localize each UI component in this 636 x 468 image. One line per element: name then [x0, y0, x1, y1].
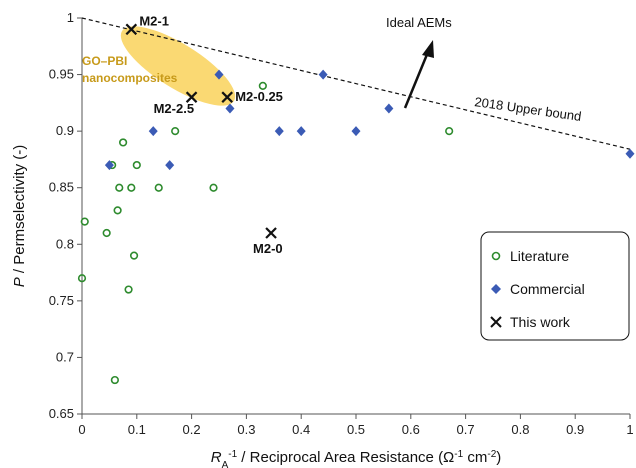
x-tick-group: 0 0.1 0.2 0.3 0.4 0.5 0.6 0.7 0.8 0.9 1 — [78, 414, 634, 437]
point-labels: M2-1 M2-2.5 M2-0.25 M2-0 — [139, 13, 283, 256]
literature-point — [102, 228, 111, 238]
commercial-point — [104, 160, 114, 171]
this-work-label: M2-0 — [253, 241, 283, 256]
y-tick-group: 0.65 0.7 0.75 0.8 0.85 0.9 0.95 1 — [49, 10, 82, 421]
y-axis-title: P / Permselectivity (-) — [11, 145, 28, 288]
this-work-label: M2-0.25 — [235, 89, 283, 104]
commercial-point — [214, 69, 224, 80]
legend-thiswork-label: This work — [510, 314, 571, 330]
ideal-arrow-head — [422, 40, 434, 58]
legend-box — [480, 231, 630, 341]
upper-bound-label: 2018 Upper bound — [474, 94, 583, 124]
commercial-point — [625, 148, 635, 159]
x-axis-title: RA-1 / Reciprocal Area Resistance (Ω-1 c… — [211, 449, 502, 468]
y-tick-label: 0.95 — [49, 67, 74, 82]
literature-point — [127, 183, 136, 192]
this-work-label: M2-1 — [139, 13, 169, 28]
literature-point — [154, 183, 163, 192]
literature-point — [209, 183, 218, 192]
go-pbi-region — [120, 26, 236, 106]
commercial-point — [225, 103, 235, 114]
y-tick-label: 0.7 — [56, 349, 74, 364]
literature-point — [258, 81, 267, 90]
x-tick-label: 0.4 — [292, 422, 310, 437]
literature-point — [80, 217, 89, 226]
x-tick-label: 0 — [78, 422, 85, 437]
x-tick-label: 0.8 — [511, 422, 529, 437]
commercial-point — [318, 69, 328, 80]
literature-point — [171, 127, 180, 136]
this-work-label: M2-2.5 — [154, 101, 194, 116]
literature-point — [118, 138, 128, 147]
commercial-point — [384, 103, 394, 114]
y-tick-label: 0.65 — [49, 406, 74, 421]
literature-point — [113, 206, 122, 215]
x-tick-label: 0.3 — [237, 422, 255, 437]
x-tick-label: 0.5 — [347, 422, 365, 437]
legend-commercial-label: Commercial — [510, 281, 585, 297]
ideal-arrow-shaft — [403, 51, 430, 109]
literature-point — [445, 127, 454, 136]
literature-point — [129, 251, 139, 260]
this-work-point — [221, 91, 233, 103]
legend-literature-marker — [491, 251, 501, 261]
literature-point — [110, 375, 119, 385]
upper-bound-line — [81, 17, 631, 150]
commercial-point — [148, 126, 158, 137]
this-work-point — [265, 227, 277, 239]
region-label-line1: GO–PBI — [82, 54, 127, 68]
x-tick-label: 0.9 — [566, 422, 584, 437]
legend-literature-label: Literature — [510, 248, 569, 264]
y-tick-label: 0.85 — [49, 180, 74, 195]
this-work-point — [185, 91, 198, 103]
commercial-point — [274, 126, 284, 137]
x-tick-label: 0.7 — [457, 422, 475, 437]
literature-point — [124, 285, 133, 294]
region-label-line2: nanocomposites — [82, 71, 178, 85]
commercial-point — [351, 126, 361, 137]
y-tick-label: 0.9 — [56, 123, 74, 138]
y-tick-label: 0.8 — [56, 236, 74, 251]
this-work-point — [125, 23, 138, 36]
y-tick-label: 0.75 — [49, 293, 74, 308]
x-tick-label: 1 — [626, 422, 633, 437]
commercial-point — [165, 160, 175, 171]
x-tick-label: 0.1 — [128, 422, 146, 437]
y-tick-label: 1 — [67, 10, 74, 25]
literature-point — [115, 183, 124, 192]
literature-point — [77, 274, 87, 283]
literature-point — [132, 160, 141, 170]
commercial-point — [296, 126, 306, 137]
data-marks — [77, 23, 635, 385]
legend-commercial-marker — [491, 284, 501, 294]
legend-thiswork-marker — [490, 316, 502, 328]
x-tick-label: 0.6 — [402, 422, 420, 437]
ideal-aems-label: Ideal AEMs — [386, 15, 452, 30]
legend: Literature Commercial This work — [480, 231, 630, 341]
x-tick-label: 0.2 — [183, 422, 201, 437]
